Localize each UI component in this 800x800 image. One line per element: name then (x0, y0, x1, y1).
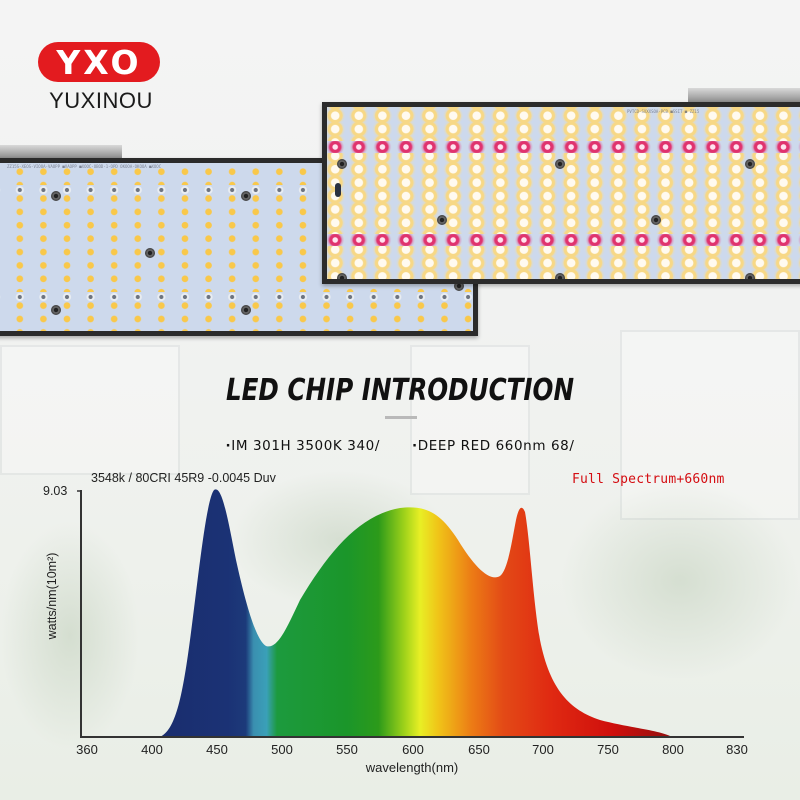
front-led-panel: PVTCD-SXXXSOA-PCB ■SSIT ■ ZZ15 (322, 102, 800, 284)
deep-red-led-row (327, 141, 800, 153)
brand-logo: YXO YUXINOU (38, 42, 164, 114)
logo-mark: YXO (38, 42, 160, 82)
deep-red-led-row (327, 234, 800, 246)
title-divider (385, 416, 417, 419)
x-tick: 800 (662, 742, 684, 757)
x-tick: 750 (597, 742, 619, 757)
spectrum-area (160, 489, 672, 737)
x-tick: 500 (271, 742, 293, 757)
chip-item-deep-red: DEEP RED 660nm 68/ (412, 438, 575, 454)
chart-subtitle: 3548k / 80CRI 45R9 -0.0045 Duv (91, 471, 276, 485)
x-tick: 400 (141, 742, 163, 757)
chip-item-white: IM 301H 3500K 340/ (226, 438, 380, 454)
x-tick: 650 (468, 742, 490, 757)
x-tick: 450 (206, 742, 228, 757)
x-tick: 830 (726, 742, 748, 757)
back-panel-rail (0, 145, 122, 158)
brand-name: YUXINOU (49, 88, 153, 113)
x-tick: 600 (402, 742, 424, 757)
chip-list: IM 301H 3500K 340/ DEEP RED 660nm 68/ (0, 438, 800, 454)
front-panel-pcb: PVTCD-SXXXSOA-PCB ■SSIT ■ ZZ15 (327, 107, 800, 279)
x-tick: 360 (76, 742, 98, 757)
section-title: LED CHIP INTRODUCTION (225, 373, 575, 408)
x-axis-label: wavelength(nm) (365, 760, 459, 775)
x-tick: 550 (336, 742, 358, 757)
chart-title: Full Spectrum+660nm (572, 472, 725, 487)
x-tick: 700 (532, 742, 554, 757)
front-panel-rail (688, 88, 800, 102)
y-axis-max-label: 9.03 (43, 484, 68, 498)
x-axis-ticks: 360 400 450 500 550 600 650 700 750 800 … (0, 742, 800, 760)
